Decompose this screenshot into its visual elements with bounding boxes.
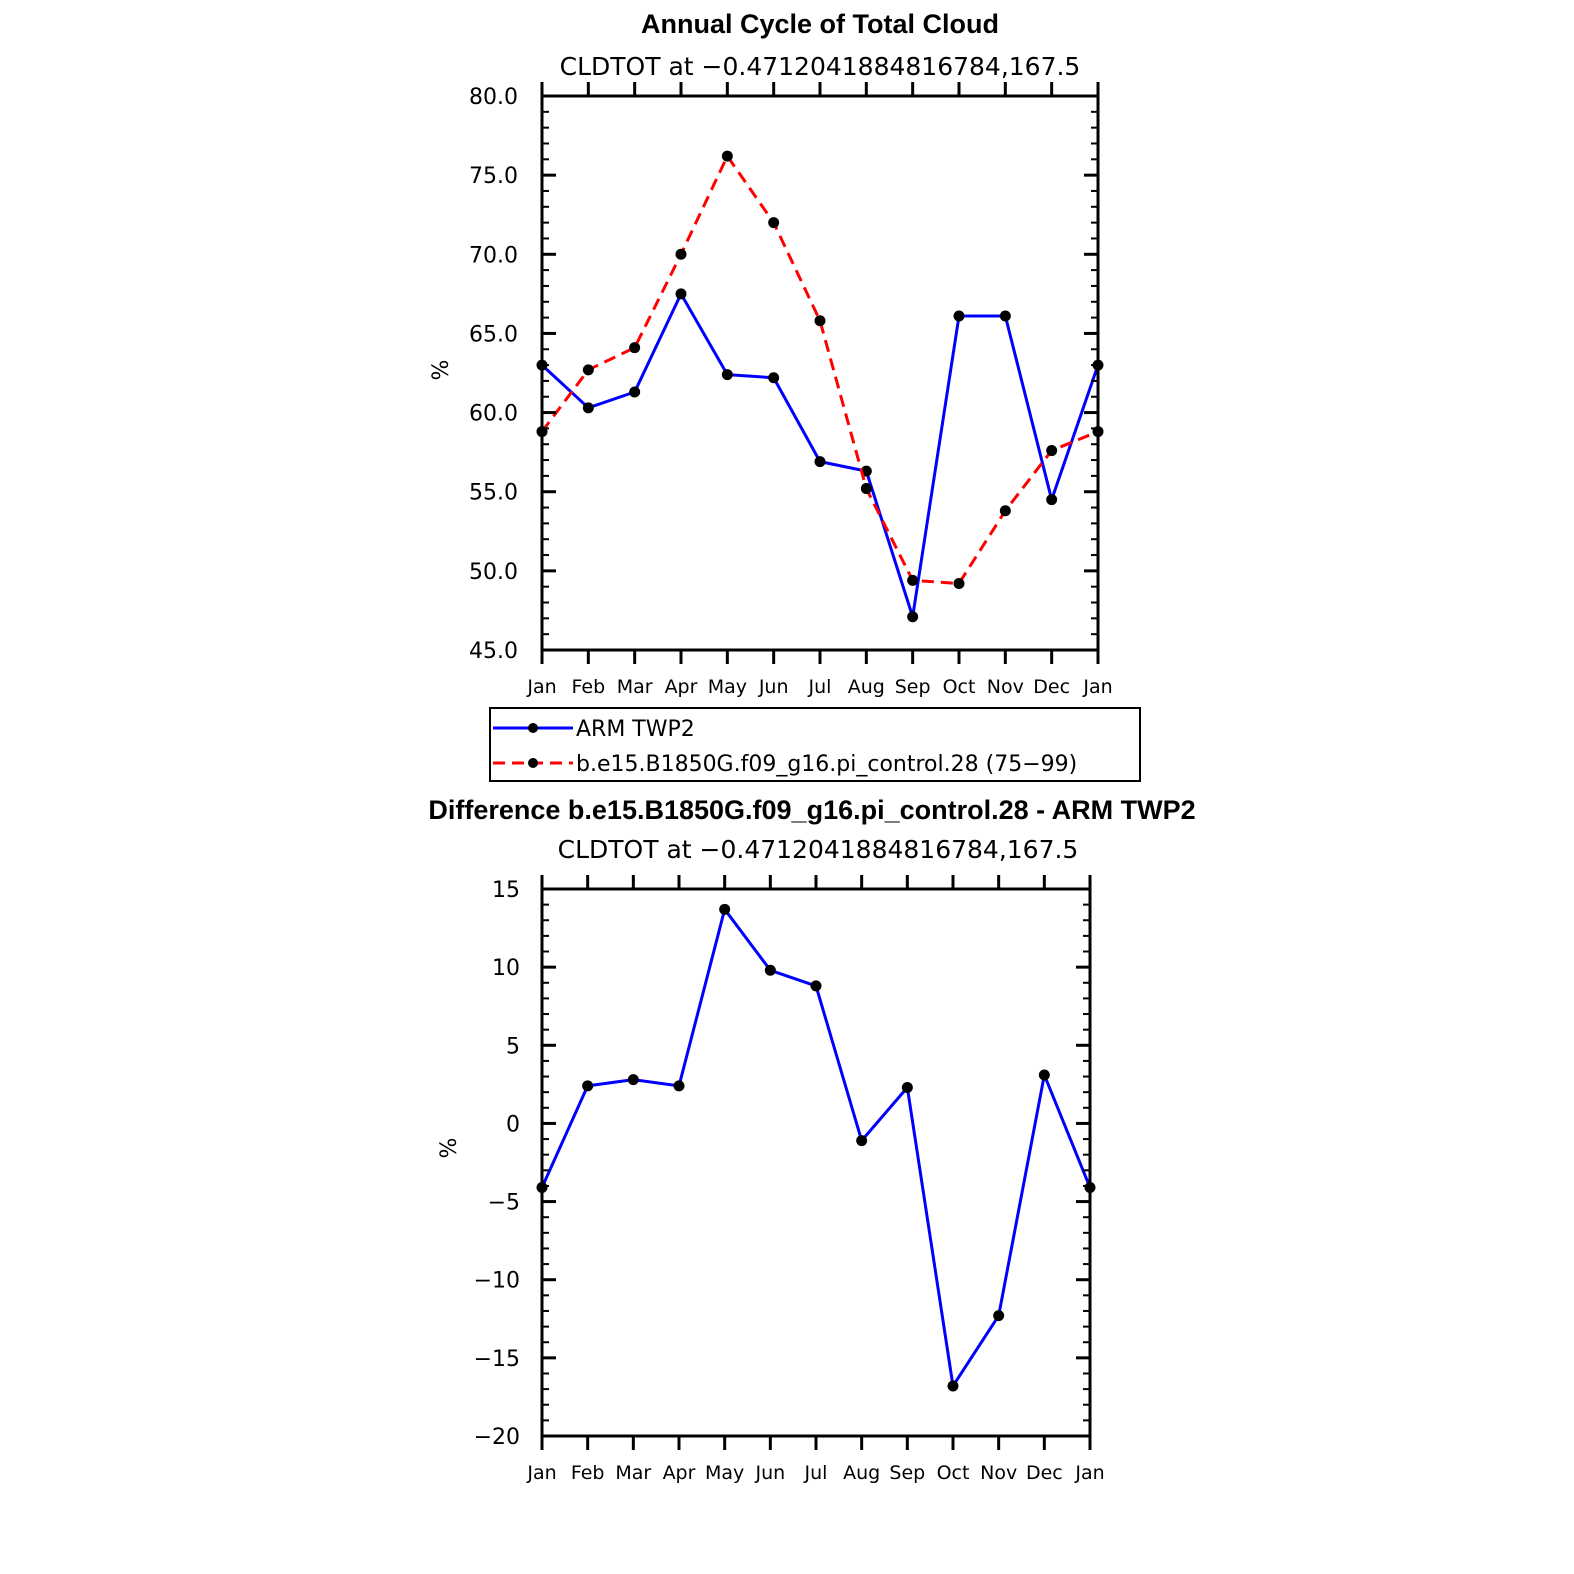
x-tick-label: Apr — [663, 1462, 696, 1484]
y-tick-label: 0 — [506, 1112, 520, 1137]
x-tick-label: Dec — [1033, 676, 1070, 698]
legend-entry-model: b.e15.B1850G.f09_g16.pi_control.28 (75−9… — [493, 752, 1077, 777]
x-tick-label: Feb — [571, 1462, 605, 1484]
x-tick-label: Sep — [889, 1462, 925, 1484]
difference-chart: Difference b.e15.B1850G.f09_g16.pi_contr… — [428, 795, 1195, 1484]
data-point — [582, 364, 594, 376]
data-point — [764, 964, 776, 976]
chart-subtitle: CLDTOT at −0.4712041884816784,167.5 — [560, 52, 1081, 81]
data-point — [675, 288, 687, 300]
x-tick-label: Dec — [1026, 1462, 1063, 1484]
y-tick-label: −10 — [474, 1269, 520, 1294]
x-tick-label: Jan — [1082, 676, 1112, 698]
data-point — [999, 310, 1011, 322]
y-tick-label: −15 — [474, 1347, 520, 1372]
y-tick-label: 15 — [492, 878, 520, 903]
data-point — [582, 1080, 594, 1092]
x-tick-label: Feb — [572, 676, 606, 698]
data-point — [582, 402, 594, 414]
x-tick-label: Aug — [848, 676, 885, 698]
data-point — [856, 1135, 868, 1147]
y-tick-label: 45.0 — [469, 639, 518, 664]
x-tick-label: May — [708, 676, 747, 698]
data-point — [629, 342, 641, 354]
x-tick-label: Jul — [808, 676, 832, 698]
data-point — [675, 248, 687, 260]
x-tick-label: May — [705, 1462, 744, 1484]
data-point — [719, 903, 731, 915]
x-tick-label: Apr — [665, 676, 698, 698]
data-point — [901, 1081, 913, 1093]
y-tick-label: 75.0 — [469, 164, 518, 189]
data-point — [993, 1310, 1005, 1322]
y-tick-label: −5 — [488, 1191, 520, 1216]
x-tick-label: Oct — [937, 1462, 970, 1484]
x-tick-label: Nov — [987, 676, 1024, 698]
y-axis-label: % — [429, 360, 454, 381]
chart-title: Annual Cycle of Total Cloud — [641, 9, 999, 39]
legend-marker-arm-twp2 — [528, 723, 538, 733]
x-tick-label: Jun — [758, 676, 789, 698]
data-point — [810, 980, 822, 992]
data-point — [1046, 445, 1058, 457]
legend-entry-arm-twp2: ARM TWP2 — [493, 717, 695, 742]
x-tick-label: Oct — [943, 676, 976, 698]
x-tick-label: Mar — [617, 676, 653, 698]
x-tick-label: Mar — [615, 1462, 651, 1484]
data-point — [947, 1380, 959, 1392]
data-point — [1046, 494, 1058, 506]
legend-marker-model — [528, 758, 538, 768]
y-tick-label: 60.0 — [469, 402, 518, 427]
series-line-0 — [540, 292, 1100, 619]
y-tick-label: 65.0 — [469, 322, 518, 347]
legend-label-model: b.e15.B1850G.f09_g16.pi_control.28 (75−9… — [576, 752, 1077, 777]
data-point — [673, 1080, 685, 1092]
data-point — [953, 578, 965, 590]
y-tick-label: 80.0 — [469, 85, 518, 110]
y-tick-label: 70.0 — [469, 243, 518, 268]
data-point — [907, 574, 919, 586]
data-point — [629, 386, 641, 398]
data-point — [721, 150, 733, 162]
data-point — [999, 505, 1011, 517]
legend-box — [489, 707, 1141, 782]
y-tick-label: 10 — [492, 956, 520, 981]
data-point — [721, 369, 733, 381]
data-point — [907, 611, 919, 623]
x-tick-label: Jun — [754, 1462, 785, 1484]
y-tick-label: 50.0 — [469, 560, 518, 585]
x-tick-label: Jul — [804, 1462, 828, 1484]
annual-cycle-chart: Annual Cycle of Total Cloud CLDTOT at −0… — [429, 9, 1113, 698]
data-point — [627, 1074, 639, 1086]
x-tick-label: Nov — [980, 1462, 1017, 1484]
x-tick-label: Sep — [895, 676, 931, 698]
data-point — [860, 483, 872, 495]
legend-label-arm-twp2: ARM TWP2 — [576, 717, 695, 742]
data-point — [768, 217, 780, 229]
x-tick-label: Jan — [526, 676, 556, 698]
chart-title: Difference b.e15.B1850G.f09_g16.pi_contr… — [428, 795, 1195, 825]
data-point — [814, 315, 826, 327]
chart-subtitle: CLDTOT at −0.4712041884816784,167.5 — [558, 835, 1079, 864]
data-point — [953, 310, 965, 322]
data-point — [814, 456, 826, 468]
legend: ARM TWP2 b.e15.B1850G.f09_g16.pi_control… — [489, 707, 1141, 782]
y-axis-label: % — [437, 1138, 462, 1159]
x-tick-label: Aug — [843, 1462, 880, 1484]
y-tick-label: −20 — [474, 1425, 520, 1450]
y-tick-label: 55.0 — [469, 481, 518, 506]
data-point — [1038, 1069, 1050, 1081]
series-line-1 — [540, 154, 1099, 586]
plot-frame — [540, 94, 1100, 652]
data-point — [768, 372, 780, 384]
x-tick-label: Jan — [1074, 1462, 1104, 1484]
y-tick-label: 5 — [506, 1034, 520, 1059]
plot-frame — [540, 887, 1092, 1438]
x-tick-label: Jan — [526, 1462, 556, 1484]
